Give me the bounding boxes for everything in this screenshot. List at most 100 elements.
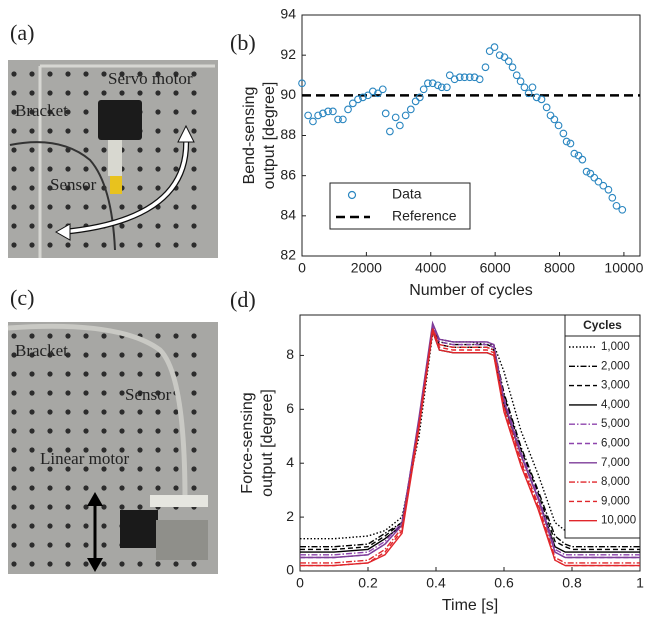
data-point (324, 107, 332, 116)
data-point (599, 181, 608, 190)
hole (83, 523, 89, 529)
hole (137, 185, 143, 191)
hole (137, 504, 143, 510)
hole (11, 542, 17, 548)
hole (65, 428, 71, 434)
hole (11, 223, 17, 229)
data-point (368, 87, 377, 96)
data-point (612, 201, 621, 210)
data-point (334, 115, 342, 124)
photo-label: Sensor (125, 385, 172, 404)
y-axis-label: output [degree] (261, 82, 278, 190)
data-point (546, 111, 555, 120)
hole (119, 428, 125, 434)
hole (47, 90, 53, 96)
hole (101, 409, 107, 415)
hole (173, 109, 179, 115)
hole (65, 466, 71, 472)
bracket-edge (38, 64, 215, 258)
data-point (508, 63, 517, 72)
hole (155, 71, 161, 77)
hole (83, 352, 89, 358)
hole (119, 371, 125, 377)
hole (47, 428, 53, 434)
hole (11, 333, 17, 339)
hole (47, 409, 53, 415)
data-point (586, 169, 595, 178)
data-point (358, 93, 367, 102)
hole (137, 166, 143, 172)
y-tick-label: 90 (280, 86, 296, 102)
hole (101, 466, 107, 472)
data-point (455, 73, 464, 82)
hole (65, 71, 71, 77)
hole (137, 409, 143, 415)
hole (29, 447, 35, 453)
hole (119, 71, 125, 77)
hole (29, 109, 35, 115)
data-point (524, 89, 533, 98)
hole (47, 333, 53, 339)
hole (29, 409, 35, 415)
hole (191, 90, 197, 96)
hole (155, 128, 161, 134)
hole (155, 185, 161, 191)
hole (119, 504, 125, 510)
x-tick-label: 0.8 (562, 575, 582, 591)
hole (65, 352, 71, 358)
hole (191, 371, 197, 377)
hole (155, 333, 161, 339)
hole (173, 352, 179, 358)
y-tick-label: 86 (280, 166, 296, 182)
legend-title: Cycles (583, 318, 622, 332)
data-point (608, 193, 617, 202)
panel-label: (a) (10, 20, 34, 45)
hole (11, 485, 17, 491)
legend-label: Reference (392, 208, 457, 224)
hole (101, 542, 107, 548)
hole (11, 185, 17, 191)
data-point (465, 73, 474, 82)
hole (65, 109, 71, 115)
hole (83, 333, 89, 339)
hole (83, 147, 89, 153)
hole (155, 90, 161, 96)
hole (191, 428, 197, 434)
data-point (419, 85, 428, 94)
hole (119, 352, 125, 358)
x-tick-label: 4000 (415, 260, 446, 276)
hole (191, 128, 197, 134)
hole (65, 128, 71, 134)
y-tick-label: 2 (286, 508, 294, 524)
x-tick-label: 1 (636, 575, 644, 591)
hole (137, 447, 143, 453)
hole (29, 204, 35, 210)
hole (65, 561, 71, 567)
hole (11, 352, 17, 358)
data-point (354, 95, 362, 104)
hole (137, 223, 143, 229)
series-line (300, 325, 640, 551)
hole (65, 447, 71, 453)
y-tick-label: 84 (280, 207, 296, 223)
data-point (349, 99, 357, 108)
legend-label: 9,000 (601, 495, 630, 507)
hole (83, 561, 89, 567)
hole (47, 352, 53, 358)
x-tick-label: 0.2 (358, 575, 378, 591)
hole (101, 428, 107, 434)
data-point (495, 51, 504, 60)
panel-label: (d) (230, 287, 256, 312)
photo-label: Bracket (15, 341, 68, 360)
hole (119, 447, 125, 453)
hole (137, 371, 143, 377)
hole (83, 185, 89, 191)
motion-arrow (61, 137, 188, 234)
legend-label: 1,000 (601, 341, 630, 353)
hole (47, 466, 53, 472)
x-tick-label: 2000 (351, 260, 382, 276)
hole (173, 242, 179, 248)
hole (173, 147, 179, 153)
hole (65, 390, 71, 396)
data-point (411, 97, 420, 106)
